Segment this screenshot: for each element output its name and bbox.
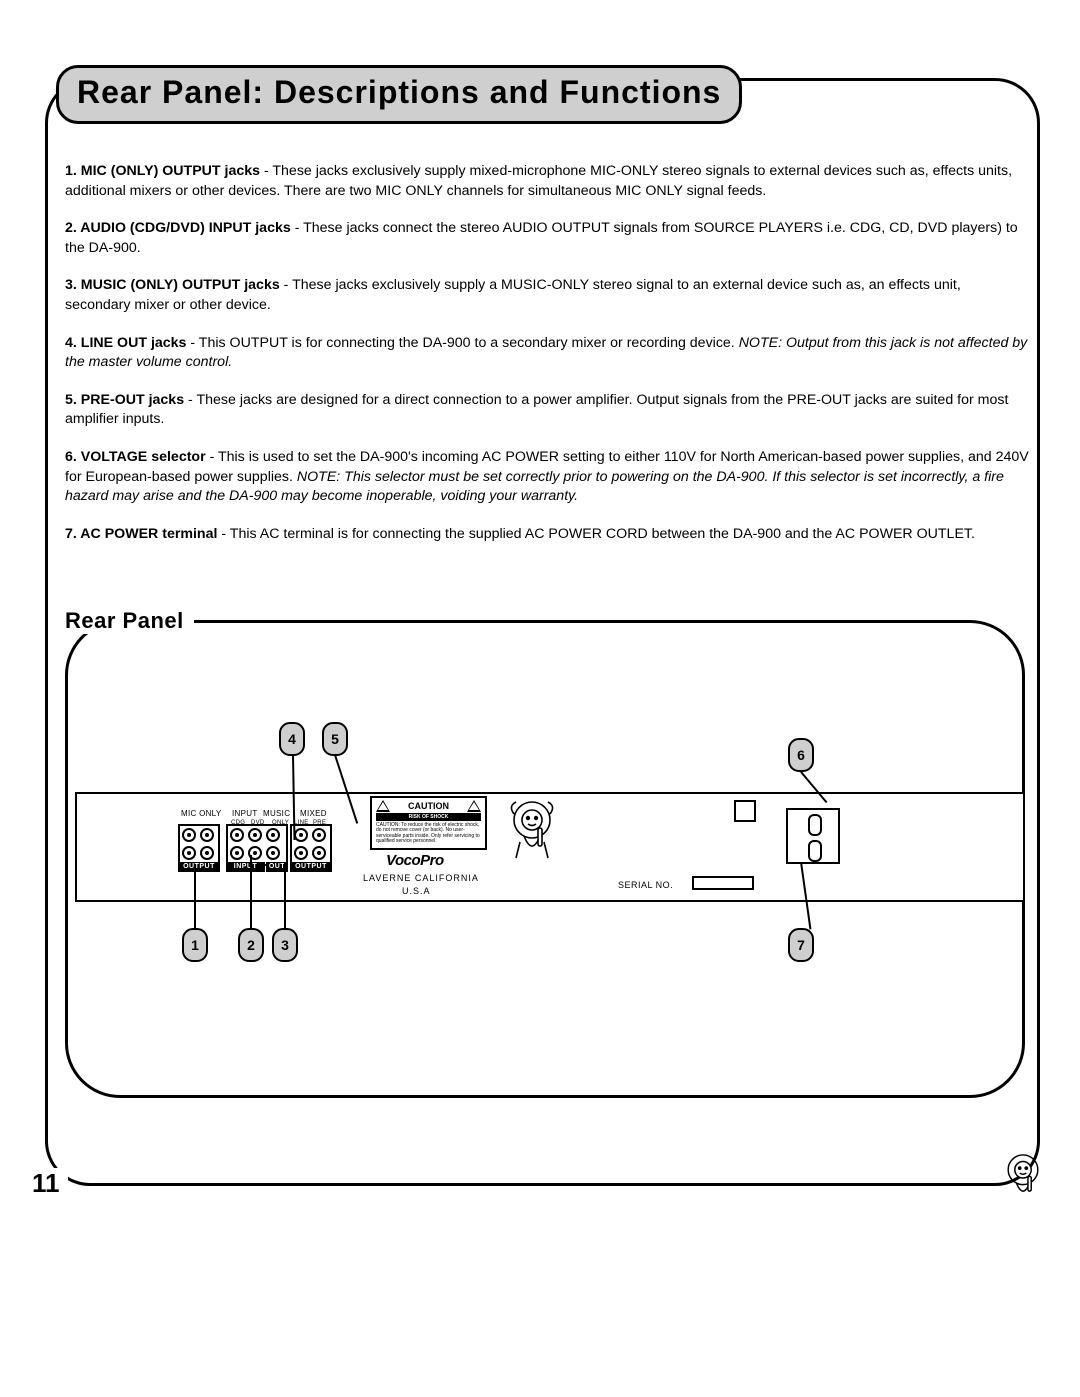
page-title-pill: Rear Panel: Descriptions and Functions	[56, 65, 742, 124]
desc-2: 2. AUDIO (CDG/DVD) INPUT jacks - These j…	[65, 219, 1030, 258]
brand-logo: VocoPro	[386, 852, 444, 869]
caution-subtitle: RISK OF SHOCK	[376, 813, 481, 821]
callout-6: 6	[788, 738, 814, 772]
callout-7: 7	[788, 928, 814, 962]
label-input: INPUT	[232, 809, 258, 818]
descriptions-block: 1. MIC (ONLY) OUTPUT jacks - These jacks…	[65, 162, 1030, 562]
lion-mascot-icon	[998, 1150, 1048, 1206]
desc-4: 4. LINE OUT jacks - This OUTPUT is for c…	[65, 334, 1030, 373]
diagram-subtitle: Rear Panel	[65, 608, 194, 634]
callout-4: 4	[279, 722, 305, 756]
page-number: 11	[24, 1168, 68, 1199]
lion-mascot-icon	[502, 796, 562, 864]
jack-box-mic	[178, 824, 220, 866]
location-line1: LAVERNE CALIFORNIA	[363, 873, 479, 883]
bar-output1: OUTPUT	[178, 862, 220, 872]
label-mixed: MIXED	[300, 809, 327, 818]
callout-1: 1	[182, 928, 208, 962]
caution-box: CAUTION RISK OF SHOCK CAUTION: To reduce…	[370, 796, 487, 850]
jack-box-input-music	[226, 824, 288, 866]
callout-3: 3	[272, 928, 298, 962]
leader-line	[284, 862, 286, 930]
callout-5: 5	[322, 722, 348, 756]
bar-input: INPUT	[226, 862, 265, 872]
power-pin-2	[808, 840, 822, 862]
desc-7: 7. AC POWER terminal - This AC terminal …	[65, 525, 1030, 545]
warning-triangle-icon	[467, 800, 481, 812]
location-line2: U.S.A	[402, 886, 431, 896]
desc-1: 1. MIC (ONLY) OUTPUT jacks - These jacks…	[65, 162, 1030, 201]
bar-output2: OUTPUT	[290, 862, 332, 872]
label-music: MUSIC	[263, 809, 290, 818]
page-title: Rear Panel: Descriptions and Functions	[77, 74, 721, 110]
desc-5: 5. PRE-OUT jacks - These jacks are desig…	[65, 391, 1030, 430]
desc-6: 6. VOLTAGE selector - This is used to se…	[65, 448, 1030, 507]
label-mic-only: MIC ONLY	[181, 809, 221, 818]
leader-line	[250, 855, 252, 929]
callout-2: 2	[238, 928, 264, 962]
caution-fine-print: CAUTION: To reduce the risk of electric …	[376, 823, 481, 844]
power-pin-1	[808, 814, 822, 836]
jack-box-mixed	[290, 824, 332, 866]
caution-title: CAUTION	[408, 801, 449, 811]
desc-3: 3. MUSIC (ONLY) OUTPUT jacks - These jac…	[65, 276, 1030, 315]
serial-box	[692, 876, 754, 890]
warning-triangle-icon	[376, 800, 390, 812]
leader-line	[194, 867, 196, 929]
serial-label: SERIAL NO.	[618, 880, 673, 890]
voltage-selector	[734, 800, 756, 822]
